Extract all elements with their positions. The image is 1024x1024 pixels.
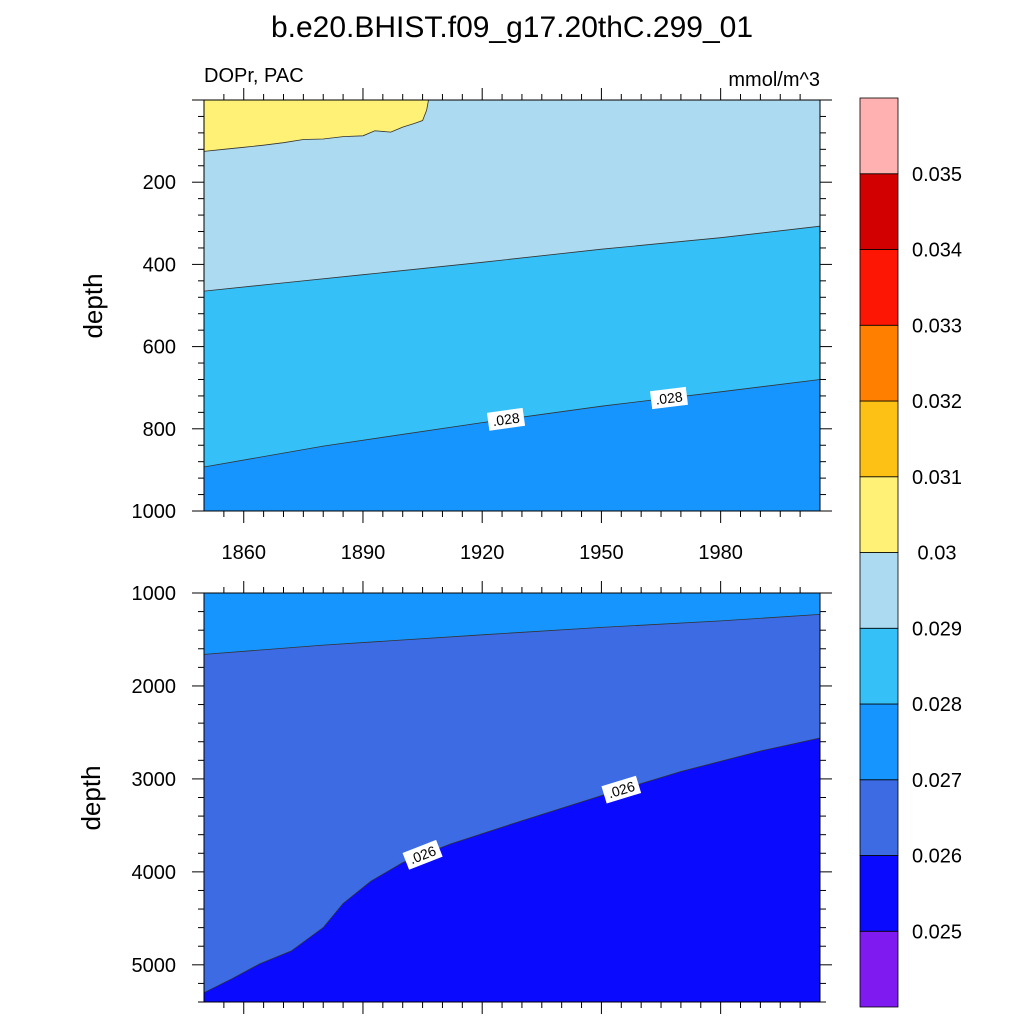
lower-y-axis-label: depth: [76, 765, 106, 830]
upper-y-tick-label: 200: [143, 172, 176, 194]
colorbar-label: 0.03: [918, 543, 957, 565]
colorbar-label: 0.029: [912, 618, 962, 640]
colorbar-label: 0.033: [912, 315, 962, 337]
figure-title: b.e20.BHIST.f09_g17.20thC.299_01: [271, 11, 753, 44]
upper-band-1: [204, 100, 429, 152]
lower-contour-label-text: .026: [606, 778, 637, 801]
colorbar-label: 0.034: [912, 240, 962, 262]
colorbar-swatch: [859, 779, 899, 856]
upper-x-tick-label: 1920: [460, 542, 505, 564]
colorbar-swatch: [859, 476, 899, 553]
colorbar-label: 0.032: [912, 391, 962, 413]
lower-y-tick-label: 3000: [132, 769, 177, 791]
upper-contour-labels: .028 .028: [486, 386, 688, 431]
lower-band-1: [204, 593, 820, 655]
colorbar-swatch: [859, 627, 899, 705]
colorbar-swatch: [859, 552, 899, 629]
upper-contour-line-0.028: [203, 379, 821, 468]
upper-contour-label-text: .028: [655, 388, 684, 407]
upper-contour-fills: [204, 100, 820, 511]
upper-x-tick-label: 1950: [579, 542, 624, 564]
colorbar-label: 0.028: [912, 694, 962, 716]
upper-x-tick-label: 1860: [221, 542, 266, 564]
colorbar-swatch: [859, 400, 899, 478]
upper-x-tick-label: 1890: [341, 542, 386, 564]
lower-contour-lines: [203, 614, 821, 994]
lower-axes: 1000 2000 3000 4000 5000: [132, 581, 832, 1014]
colorbar-label: 0.035: [912, 164, 962, 186]
lower-contour-fills: [204, 593, 820, 1002]
lower-contour-label-2: .026: [601, 775, 642, 804]
lower-y-tick-label: 1000: [132, 583, 177, 605]
colorbar-swatch: [859, 249, 899, 326]
lower-contour-line-0.026: [203, 737, 821, 994]
upper-contour-lines: [203, 99, 821, 468]
colorbar-label: 0.027: [912, 770, 962, 792]
upper-y-tick-label: 1000: [132, 501, 177, 523]
colorbar-swatch: [859, 97, 899, 175]
lower-y-tick-label: 4000: [132, 862, 177, 884]
lower-contour-line-0.027: [203, 614, 821, 655]
colorbar-swatch: [859, 324, 899, 402]
upper-panel: DOPr, PAC mmol/m^3 .028 .028 1860 1890 1920…: [78, 65, 832, 564]
upper-y-tick-label: 400: [143, 254, 176, 276]
colorbar-swatch: [859, 930, 899, 1008]
lower-y-tick-label: 5000: [132, 955, 177, 977]
upper-x-tick-label: 1980: [698, 542, 743, 564]
colorbar: 0.025 0.026 0.027 0.028 0.029 0.03 0.031 0.032 0…: [859, 97, 962, 1008]
upper-units-label: mmol/m^3: [728, 69, 820, 91]
upper-band-2: [204, 100, 820, 292]
upper-y-tick-label: 600: [143, 337, 176, 359]
upper-subtitle-left: DOPr, PAC: [204, 65, 304, 87]
upper-plot-frame: [203, 99, 821, 512]
colorbar-label: 0.026: [912, 846, 962, 868]
upper-contour-label-text: .028: [491, 409, 520, 429]
colorbar-swatch: [859, 703, 899, 781]
colorbar-swatch: [859, 173, 899, 250]
lower-plot-frame: [203, 592, 821, 1003]
upper-axes: 1860 1890 1920 1950 1980 200 400 600 800 1000: [132, 88, 832, 564]
upper-contour-label-1: .028: [486, 407, 526, 431]
colorbar-label: 0.031: [912, 467, 962, 489]
upper-y-tick-label: 800: [143, 419, 176, 441]
colorbar-swatch: [859, 855, 899, 932]
upper-contour-line-0.029: [203, 225, 821, 292]
colorbar-label: 0.025: [912, 921, 962, 943]
upper-contour-label-2: .028: [650, 386, 688, 410]
lower-band-2: [204, 593, 820, 993]
lower-y-tick-label: 2000: [132, 676, 177, 698]
upper-contour-line-0.03: [203, 99, 429, 152]
upper-y-axis-label: depth: [78, 273, 108, 338]
